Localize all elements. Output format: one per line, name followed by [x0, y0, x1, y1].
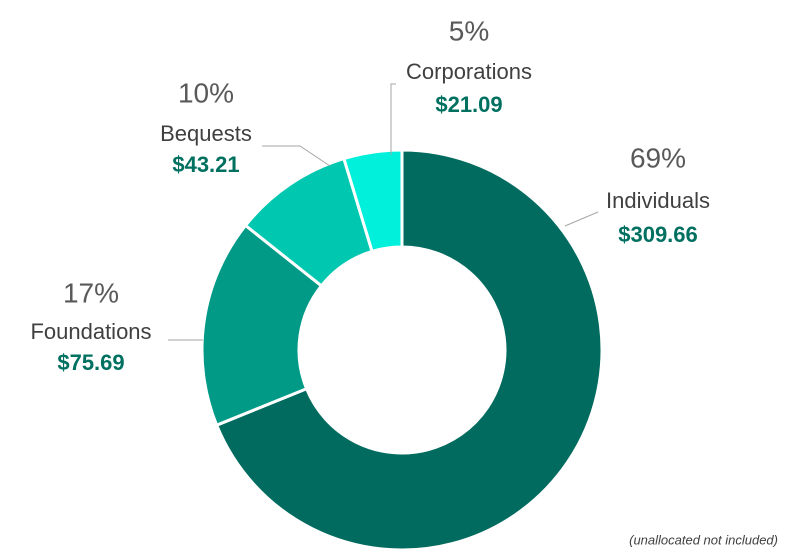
slice [200, 223, 324, 428]
value-label: $75.69 [57, 350, 124, 375]
category-label: Individuals [606, 188, 710, 213]
category-label: Foundations [30, 319, 151, 344]
percent-label: 69% [630, 142, 686, 173]
leader-line [390, 83, 396, 155]
percent-label: 5% [449, 15, 489, 46]
slice [342, 148, 404, 254]
value-label: $309.66 [618, 222, 698, 247]
value-label: $21.09 [435, 92, 502, 117]
category-label: Bequests [160, 121, 252, 146]
category-label: Corporations [406, 59, 532, 84]
note: (unallocated not included) [629, 532, 778, 547]
leader-line [564, 211, 599, 227]
value-label: $43.21 [172, 152, 239, 177]
slice [214, 148, 604, 552]
leader-line [262, 145, 331, 167]
percent-label: 10% [178, 77, 234, 108]
percent-label: 17% [63, 277, 119, 308]
